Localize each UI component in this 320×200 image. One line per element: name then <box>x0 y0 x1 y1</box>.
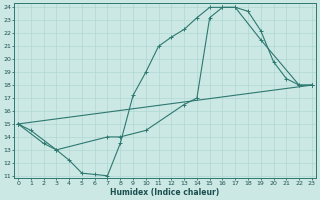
X-axis label: Humidex (Indice chaleur): Humidex (Indice chaleur) <box>110 188 220 197</box>
